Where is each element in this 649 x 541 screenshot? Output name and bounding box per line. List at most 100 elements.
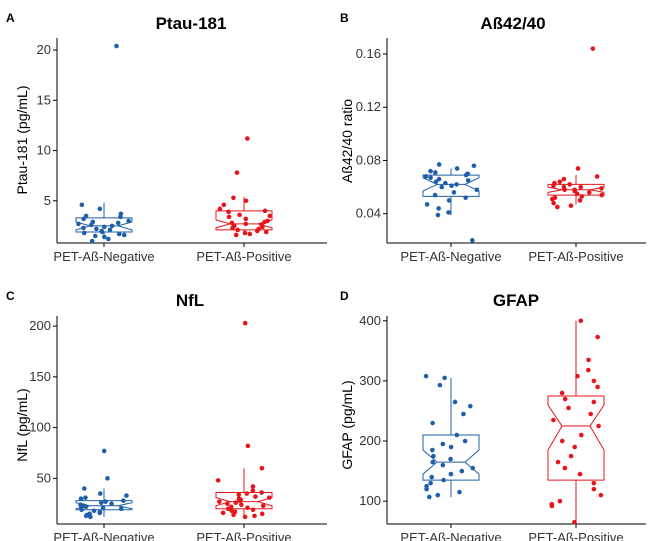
data-point — [118, 214, 123, 220]
data-point — [260, 224, 265, 230]
data-point — [440, 441, 446, 447]
data-point — [572, 519, 577, 525]
data-point — [262, 208, 268, 214]
data-point — [424, 486, 429, 492]
data-point — [436, 176, 442, 182]
data-point — [452, 399, 458, 405]
y-tick-label: 0.08 — [356, 152, 381, 167]
data-point — [463, 195, 468, 201]
data-point — [579, 194, 585, 199]
data-point — [243, 198, 249, 204]
plot-area: 100 200 300 400 PET-Aß-Negative PET-Aß-Positi… — [359, 313, 646, 541]
data-point — [81, 486, 87, 491]
data-point — [474, 187, 480, 193]
data-point — [462, 438, 468, 444]
data-point — [448, 456, 453, 462]
data-point — [226, 214, 232, 220]
data-point — [97, 206, 103, 212]
data-point — [100, 505, 106, 511]
data-point — [239, 502, 244, 508]
data-point — [567, 182, 573, 187]
data-point — [216, 499, 222, 504]
data-point — [250, 484, 256, 489]
data-point — [105, 476, 110, 481]
data-point — [431, 453, 436, 459]
data-point — [243, 216, 249, 222]
data-point — [252, 513, 257, 519]
data-point — [231, 195, 236, 201]
data-point — [461, 411, 466, 417]
data-point — [107, 227, 113, 233]
y-tick-label: 100 — [29, 420, 51, 435]
y-axis-label: NfL (pg/mL) — [14, 388, 30, 461]
data-point — [99, 229, 105, 235]
data-point — [254, 228, 260, 234]
data-point — [424, 202, 430, 207]
data-point — [586, 367, 591, 373]
data-point — [236, 492, 242, 497]
data-point — [242, 320, 248, 326]
data-point — [242, 230, 248, 236]
data-point — [555, 204, 560, 210]
data-point — [235, 227, 240, 233]
data-point — [439, 184, 445, 190]
data-point — [97, 510, 103, 516]
data-point — [446, 210, 451, 215]
data-point — [76, 221, 81, 227]
x-tick-label: PET-Aß-Negative — [53, 249, 154, 264]
data-point — [243, 221, 249, 227]
data-point — [78, 496, 84, 501]
panel-letter: A — [6, 11, 15, 25]
data-point — [470, 238, 475, 243]
data-point — [459, 468, 465, 474]
data-point — [586, 357, 591, 363]
chart-title: GFAP — [493, 291, 539, 310]
chart-title: NfL — [176, 291, 204, 310]
data-point — [471, 163, 477, 169]
data-point — [430, 420, 435, 426]
data-point — [83, 513, 89, 519]
chart-title: Ptau-181 — [156, 14, 227, 33]
data-point — [435, 212, 441, 218]
box-body — [422, 174, 480, 197]
data-point — [551, 417, 556, 423]
data-point — [92, 233, 98, 239]
data-point — [559, 438, 565, 444]
x-tick-label: PET-Aß-Positive — [196, 249, 291, 264]
data-point — [577, 471, 583, 477]
data-point — [250, 507, 256, 513]
data-point — [562, 187, 567, 193]
chart-title: Aß42/40 — [480, 14, 545, 33]
data-point — [115, 220, 121, 226]
data-point — [260, 503, 266, 509]
data-point — [124, 493, 129, 498]
data-point — [114, 43, 119, 49]
data-point — [245, 505, 250, 511]
data-point — [121, 232, 127, 238]
data-point — [574, 191, 580, 197]
data-point — [81, 216, 86, 222]
data-point — [118, 506, 124, 512]
data-point — [230, 225, 235, 231]
data-point — [103, 499, 108, 504]
panel-letter: C — [6, 289, 15, 303]
data-point — [81, 225, 86, 231]
data-point — [435, 492, 441, 498]
data-point — [262, 219, 268, 225]
x-tick-label: PET-Aß-Positive — [528, 249, 623, 264]
panel-c: C NfL NfL (pg/mL) 50 100 150 200 PET-Aß-Nega… — [6, 289, 327, 541]
y-tick-label: 5 — [44, 193, 51, 208]
data-point — [433, 170, 438, 175]
box-positive — [547, 320, 605, 523]
data-point — [101, 448, 107, 454]
data-point — [267, 213, 273, 219]
data-point — [102, 234, 107, 240]
plot-area: 50 100 150 200 PET-Aß-Negative PET-Aß-Positiv… — [29, 316, 327, 541]
y-tick-label: 200 — [359, 433, 381, 448]
data-point — [98, 500, 104, 505]
y-tick-label: 100 — [359, 493, 381, 508]
data-point — [443, 180, 448, 186]
data-point — [454, 432, 460, 438]
data-point — [470, 465, 476, 471]
x-tick-label: PET-Aß-Negative — [400, 530, 501, 541]
